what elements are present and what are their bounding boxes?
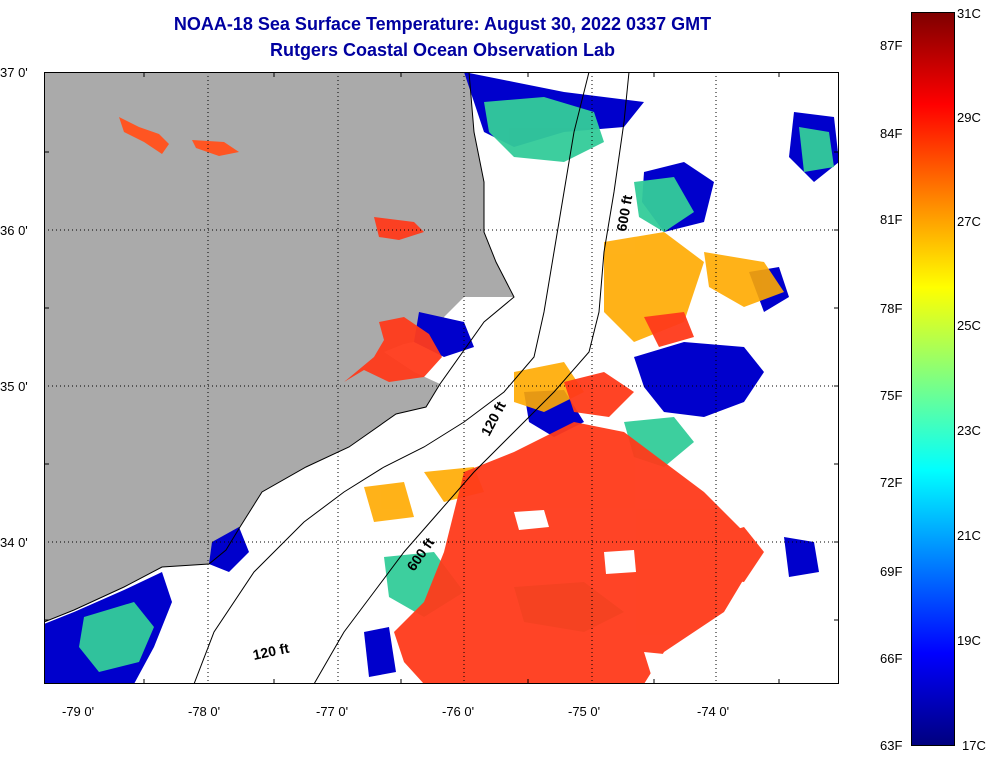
- f-label-63: 63F: [880, 738, 903, 753]
- c-label-31: 31C: [957, 6, 981, 21]
- lon-label-74: -74 0': [697, 704, 730, 719]
- lat-label-37: 37 0': [0, 65, 28, 80]
- hot-inland: [119, 117, 239, 156]
- cloud-holes: [514, 510, 704, 684]
- lon-label-79: -79 0': [62, 704, 95, 719]
- c-label-17: 17C: [962, 738, 986, 753]
- lat-label-36: 36 0': [0, 223, 28, 238]
- f-label-72: 72F: [880, 475, 903, 490]
- c-label-29: 29C: [957, 110, 981, 125]
- c-label-23: 23C: [957, 423, 981, 438]
- f-label-69: 69F: [880, 564, 903, 579]
- map-title: NOAA-18 Sea Surface Temperature: August …: [173, 14, 712, 34]
- lat-label-34: 34 0': [0, 535, 28, 550]
- graticule: [44, 72, 839, 684]
- lon-label-77: -77 0': [316, 704, 349, 719]
- lat-label-35: 35 0': [0, 379, 28, 394]
- map-subtitle: Rutgers Coastal Ocean Observation Lab: [269, 40, 616, 60]
- lon-label-75: -75 0': [568, 704, 601, 719]
- f-label-81: 81F: [880, 212, 903, 227]
- f-label-87: 87F: [880, 38, 903, 53]
- map-frame: [44, 72, 839, 684]
- hot-patches: [344, 217, 764, 684]
- f-label-66: 66F: [880, 651, 903, 666]
- lon-label-76: -76 0': [442, 704, 475, 719]
- c-label-19: 19C: [957, 633, 981, 648]
- land-mass: [44, 72, 514, 622]
- contour-600-north: [313, 72, 630, 684]
- coastline: [44, 72, 515, 623]
- f-label-84: 84F: [880, 126, 903, 141]
- contour-120: [193, 72, 590, 684]
- c-label-25: 25C: [957, 318, 981, 333]
- color-scale-bar: [911, 12, 955, 746]
- tick-marks: [44, 72, 839, 684]
- contour-label-120-south: 120 ft: [251, 640, 290, 663]
- c-label-21: 21C: [957, 528, 981, 543]
- sst-map: 600 ft 120 ft 600 ft 120 ft: [44, 72, 839, 684]
- f-label-75: 75F: [880, 388, 903, 403]
- contour-label-600-north: 600 ft: [613, 193, 635, 232]
- c-label-27: 27C: [957, 214, 981, 229]
- lon-label-78: -78 0': [188, 704, 221, 719]
- f-label-78: 78F: [880, 301, 903, 316]
